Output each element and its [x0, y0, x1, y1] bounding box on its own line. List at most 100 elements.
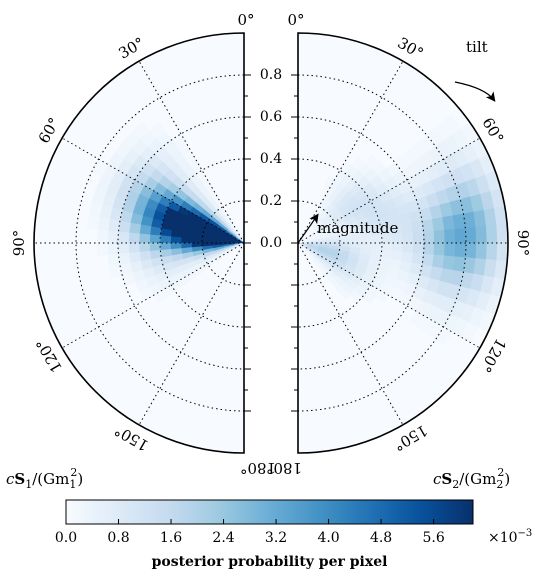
heatmap-cell: [97, 217, 110, 232]
radial-tick-label: 0.8: [260, 67, 282, 83]
colorbar-tick-label: 1.6: [160, 530, 182, 546]
heatmap-cell: [412, 242, 425, 255]
heatmap-cell: [475, 226, 488, 244]
tilt-annotation: tilt: [454, 38, 496, 102]
radial-tick-label: 0.4: [260, 151, 282, 167]
left-label-c: c: [6, 470, 15, 488]
tilt-label: tilt: [466, 38, 488, 56]
heatmap-cell: [465, 227, 477, 244]
heatmap-cell: [375, 289, 390, 304]
heatmap-cell: [117, 231, 130, 244]
heatmap-cell: [329, 239, 341, 244]
grid-spoke: [138, 60, 245, 244]
heatmap-cell: [496, 224, 508, 244]
heatmap-cell: [159, 242, 172, 251]
right-label-c: c: [433, 470, 442, 488]
heatmap-cell: [496, 242, 508, 262]
colorbar: 0.0 0.8 1.6 2.4 3.2 4.0 4.8 5.6 ×10−3 posterior…: [55, 499, 532, 570]
grid-ring: [297, 116, 425, 370]
heatmap-cell: [454, 242, 467, 258]
heatmap-cell: [138, 233, 151, 244]
angle-tick-label: 180°: [240, 459, 276, 477]
heatmap-cell: [107, 253, 121, 268]
angle-tick-label: 90°: [10, 230, 28, 257]
radial-tick-label: 0.0: [260, 235, 282, 251]
right-half-disc-frame: [297, 32, 509, 454]
heatmap-cell: [465, 242, 477, 259]
heatmap-cell: [138, 242, 151, 253]
angle-tick-label: 180°: [266, 459, 302, 477]
right-label-sup: 2: [497, 466, 504, 479]
heatmap-cell: [421, 253, 435, 268]
grid-spoke: [138, 242, 245, 426]
grid-ring: [159, 158, 245, 328]
angle-tick-label: 0°: [237, 11, 254, 29]
heatmap-cell: [442, 255, 456, 271]
colorbar-multiplier-base: ×10: [488, 530, 518, 546]
heatmap-cell: [107, 218, 121, 233]
heatmap-cell: [391, 242, 404, 253]
grid-spoke: [61, 137, 245, 244]
heatmap-cell: [370, 242, 383, 251]
heatmap-cell: [485, 242, 498, 261]
heatmap-cell: [402, 232, 414, 244]
left-label-mid: /(Gm: [32, 470, 69, 488]
grid-spoke: [61, 242, 245, 349]
magnitude-annotation: magnitude: [297, 213, 399, 244]
left-label-sup: 2: [70, 466, 77, 479]
grid-spoke: [297, 60, 404, 244]
heatmap-cell: [349, 237, 362, 244]
left-polar-panel: 0°30°60°90°120°150°180°: [10, 11, 276, 477]
magnitude-arrow: [297, 213, 319, 244]
right-label-s: S: [441, 470, 452, 488]
heatmap-cell: [180, 237, 193, 244]
colorbar-tick-label: 4.8: [370, 530, 392, 546]
heatmap-cell: [360, 236, 372, 244]
grid-spoke: [297, 137, 481, 244]
right-label-mid: /(Gm: [459, 470, 496, 488]
heatmap-cell: [159, 235, 172, 244]
heatmap-cell: [475, 242, 488, 260]
heatmap-cell: [109, 264, 123, 279]
left-label-sub2: 1: [69, 478, 76, 491]
colorbar-multiplier-exp: −3: [518, 528, 533, 539]
heatmap-cell: [107, 242, 119, 256]
grid-ring: [75, 74, 245, 412]
heatmap-cell: [339, 238, 351, 244]
heatmap-cell: [149, 226, 162, 237]
heatmap-cell: [128, 242, 140, 254]
heatmap-cell: [444, 228, 456, 244]
radial-axis: 0.0 0.2 0.4 0.6 0.8: [244, 67, 298, 412]
heatmap-cell: [444, 242, 456, 258]
heatmap-cell: [128, 232, 140, 244]
heatmap-cell: [412, 231, 425, 244]
grid-ring: [297, 200, 341, 286]
heatmap-cell: [442, 215, 456, 231]
left-spin-label: cS1/(Gm12): [6, 466, 83, 491]
heatmap-cell: [433, 242, 446, 257]
radial-tick-label: 0.2: [260, 193, 282, 209]
heatmap-cell: [381, 242, 393, 252]
radial-tick-label: 0.6: [260, 109, 282, 125]
colorbar-multiplier: ×10−3: [488, 528, 532, 546]
heatmap-cell: [421, 218, 435, 233]
colorbar-label: posterior probability per pixel: [152, 554, 388, 570]
heatmap-cell: [117, 242, 130, 255]
heatmap-cell: [401, 222, 414, 235]
colorbar-tick-label: 5.6: [422, 530, 444, 546]
grid-ring: [297, 158, 383, 328]
right-spin-label: cS2/(Gm22): [433, 466, 510, 491]
heatmap-cell: [201, 239, 213, 244]
heatmap-cell: [485, 225, 498, 244]
grid-spoke: [297, 242, 404, 426]
left-half-disc-frame: [33, 32, 245, 454]
heatmap-cell: [423, 230, 435, 244]
heatmap-cell: [432, 217, 445, 232]
heatmap-cell: [159, 228, 172, 237]
colorbar-tick-label: 3.2: [265, 530, 287, 546]
heatmap-cell: [432, 254, 445, 269]
left-label-s: S: [14, 470, 25, 488]
heatmap-cell: [338, 287, 351, 300]
colorbar-tick-label: 0.0: [55, 530, 77, 546]
heatmap-cell: [96, 229, 109, 244]
